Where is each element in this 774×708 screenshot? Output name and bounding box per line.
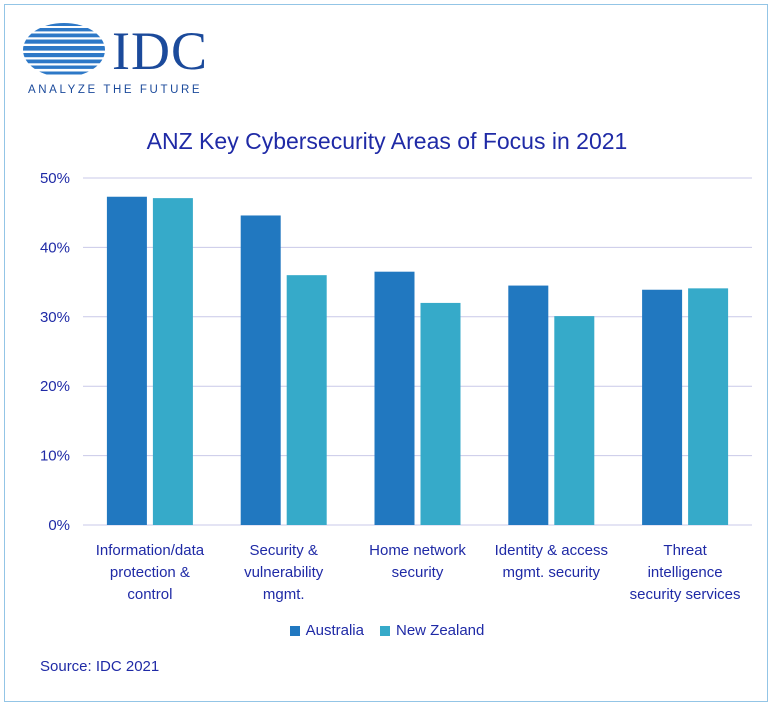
- bar: [554, 316, 595, 525]
- legend-swatch-new-zealand: [379, 625, 390, 636]
- x-tick-label-line: protection &: [110, 564, 190, 581]
- y-tick-label: 0%: [48, 517, 70, 534]
- bar: [420, 302, 461, 525]
- x-tick-label-line: vulnerability: [244, 564, 324, 581]
- bar: [286, 275, 327, 525]
- logo-wordmark: IDC: [112, 21, 208, 81]
- legend-swatch-australia: [289, 625, 300, 636]
- x-tick-label-line: security: [392, 564, 444, 581]
- x-tick-label-line: Threat: [663, 542, 707, 559]
- y-tick-label: 30%: [40, 309, 70, 326]
- x-tick-label-line: Identity & access: [495, 542, 608, 559]
- bar: [642, 289, 683, 525]
- logo-tagline: ANALYZE THE FUTURE: [28, 84, 203, 96]
- y-tick-label: 40%: [40, 239, 70, 256]
- x-tick-label-line: control: [127, 586, 172, 603]
- x-tick-label-line: Home network: [369, 542, 466, 559]
- x-tick-label: Home network security: [369, 542, 466, 581]
- bar: [508, 285, 549, 525]
- x-tick-label: Information/data protection & control: [96, 542, 205, 603]
- bar: [106, 196, 147, 525]
- y-tick-label: 20%: [40, 378, 70, 395]
- legend-label-new-zealand: New Zealand: [395, 622, 485, 639]
- x-tick-label: Security & vulnerability mgmt.: [244, 542, 324, 603]
- x-tick-label: Identity & access mgmt. security: [495, 542, 608, 581]
- x-tick-label-line: security services: [630, 586, 741, 603]
- x-tick-label-line: mgmt.: [263, 586, 305, 603]
- source-note: Source: IDC 2021: [40, 658, 160, 675]
- bar: [152, 198, 193, 525]
- bar: [240, 215, 281, 525]
- bar: [688, 288, 729, 525]
- chart-title: ANZ Key Cybersecurity Areas of Focus in …: [146, 128, 628, 154]
- legend: Australia New Zealand: [0, 622, 774, 639]
- bar: [374, 271, 415, 525]
- x-tick-label-line: mgmt. security: [503, 564, 601, 581]
- legend-label-australia: Australia: [305, 622, 364, 639]
- legend-item-australia: Australia: [289, 622, 364, 639]
- globe-icon: [23, 23, 105, 75]
- x-tick-label-line: Security &: [250, 542, 318, 559]
- x-tick-label: Threat intelligence security services: [630, 542, 741, 603]
- y-tick-label: 50%: [40, 170, 70, 187]
- x-tick-label-line: Information/data: [96, 542, 205, 559]
- legend-item-new-zealand: New Zealand: [379, 622, 485, 639]
- x-tick-label-line: intelligence: [648, 564, 723, 581]
- y-tick-label: 10%: [40, 448, 70, 465]
- idc-logo: IDC ANALYZE THE FUTURE: [22, 22, 212, 102]
